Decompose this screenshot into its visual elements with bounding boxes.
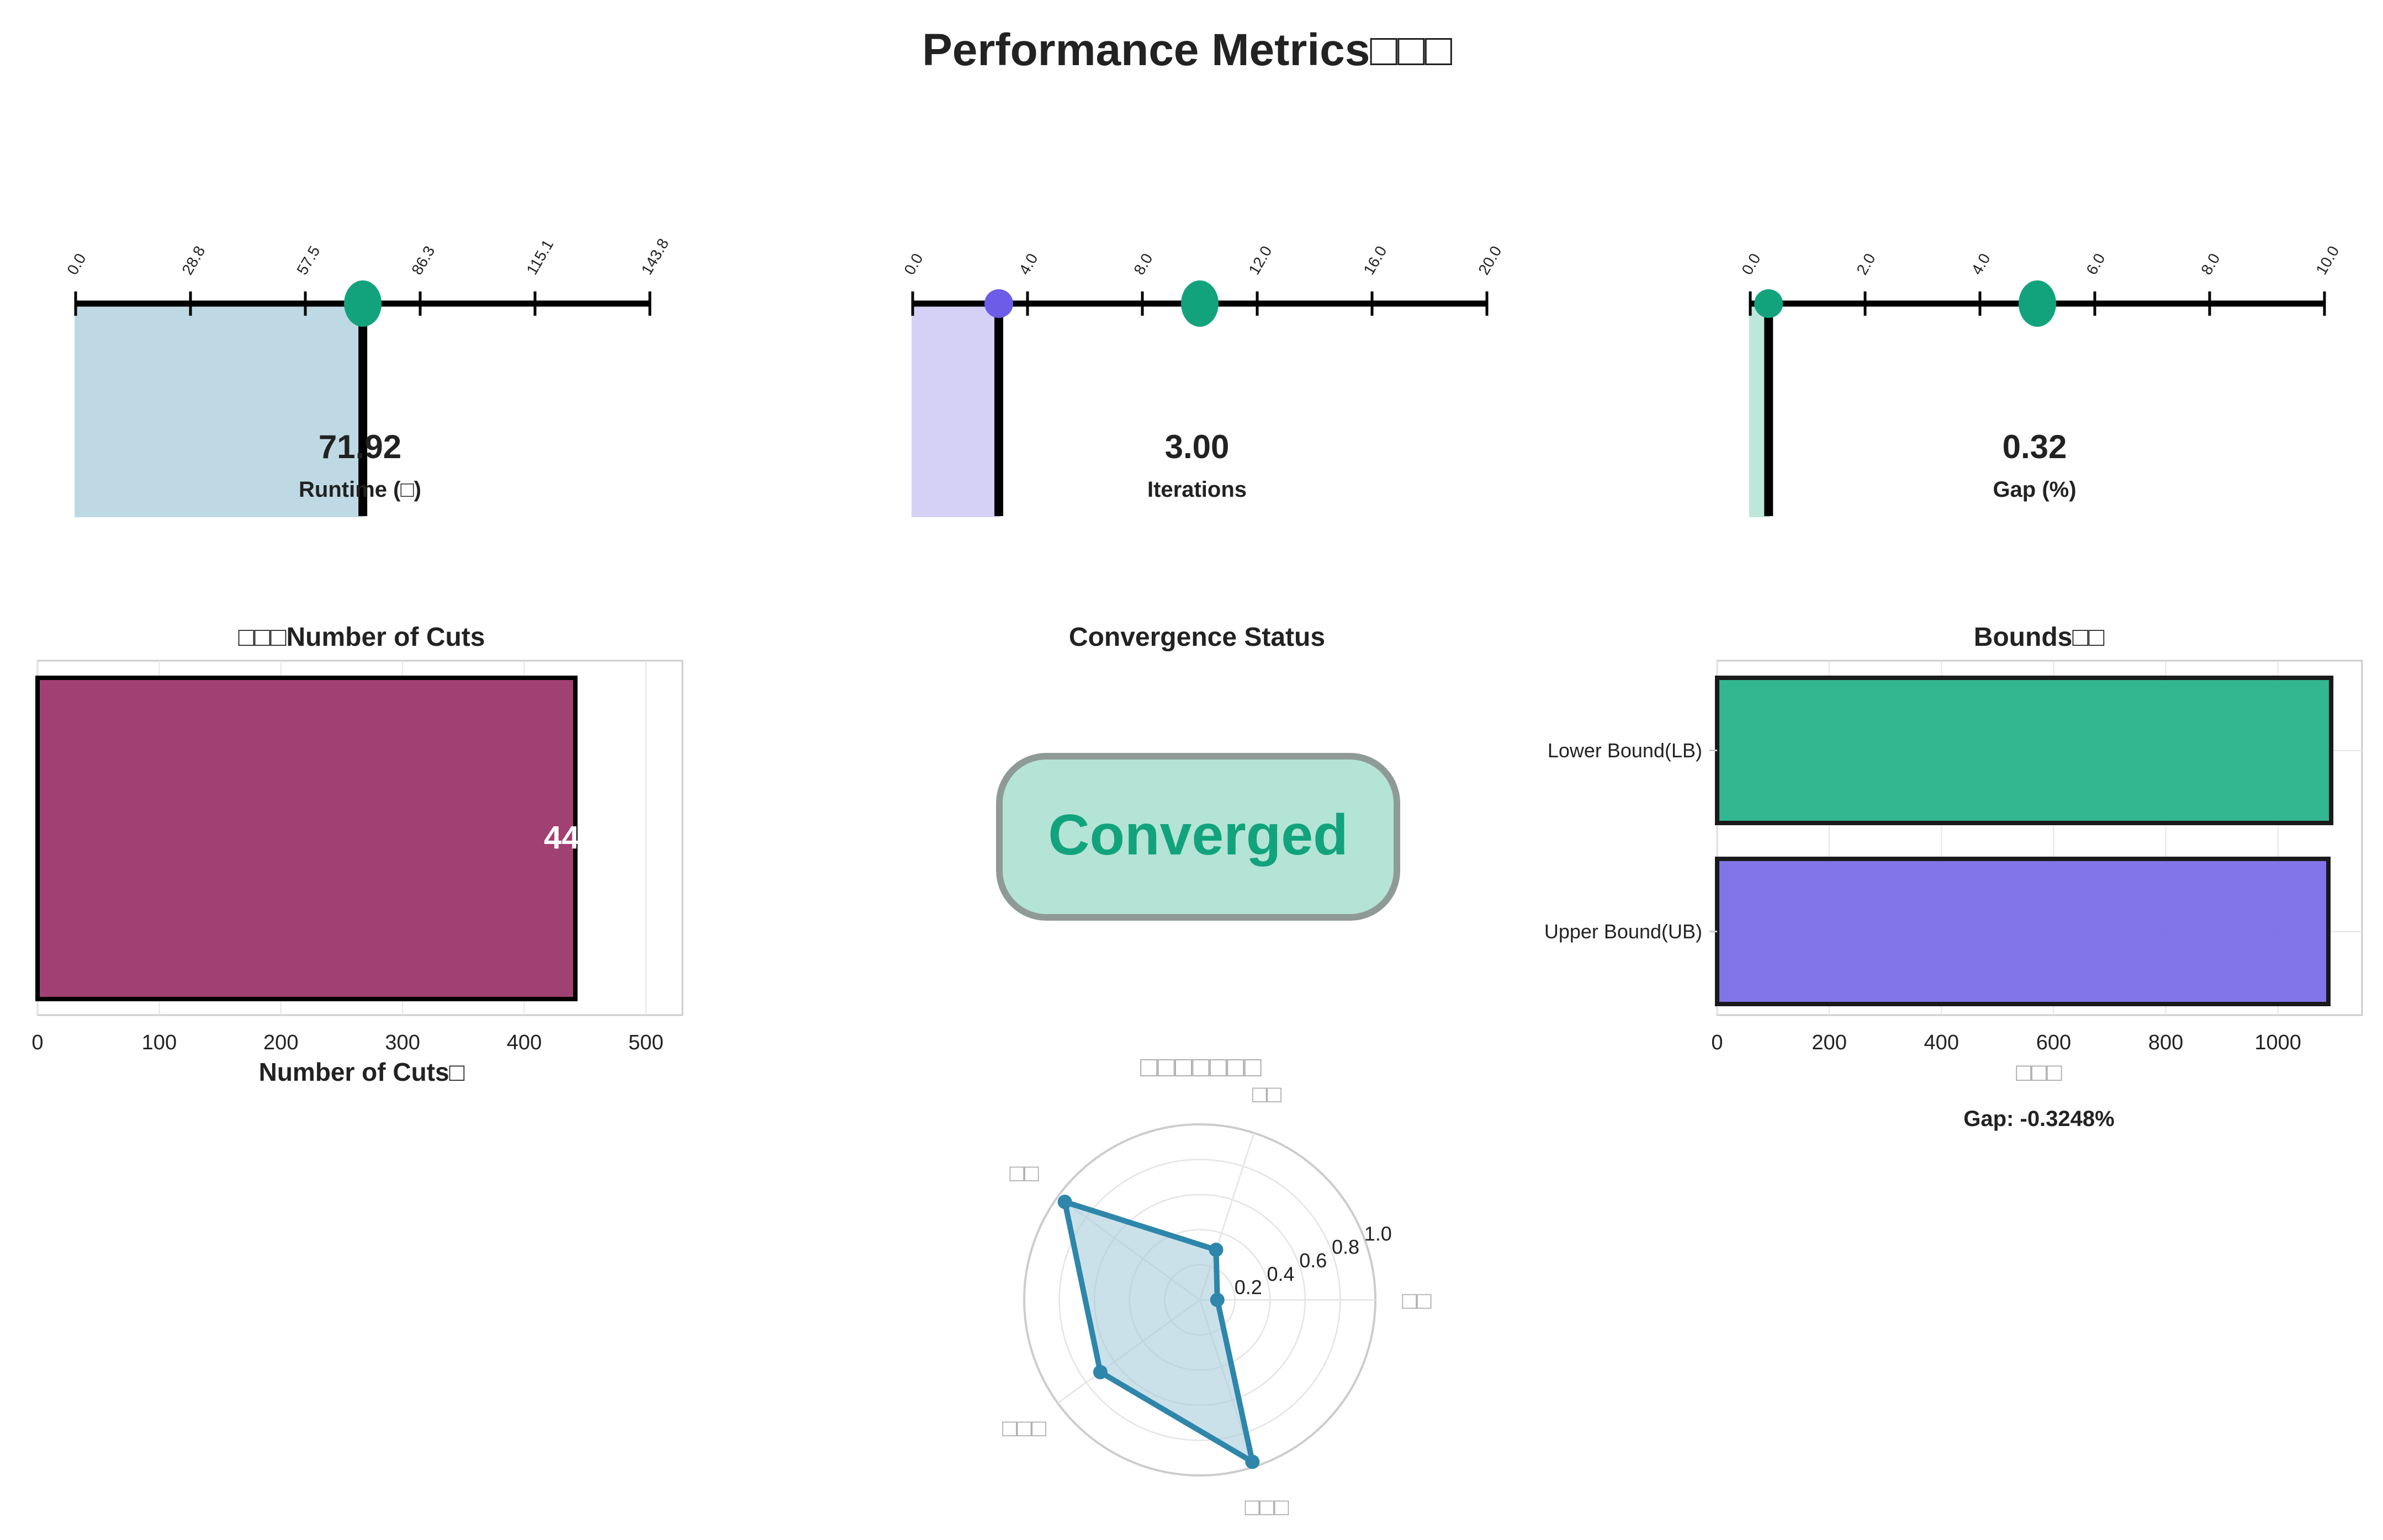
gauge-tick-label: 57.5 — [293, 243, 323, 278]
radar-area — [1065, 1202, 1253, 1462]
gauge-value-marker — [344, 280, 382, 327]
radar-category-label: □□□ — [1002, 1415, 1046, 1442]
iterations-value: 3.00 — [1165, 428, 1230, 465]
lower-bound-bar — [1715, 676, 2334, 825]
figure-title: Performance Metrics□□□ — [922, 25, 1452, 75]
radar-rtick-label: 0.4 — [1267, 1262, 1295, 1285]
gauge-tick-label: 10.0 — [2312, 243, 2342, 278]
convergence-status-panel: Convergence Status Converged — [996, 623, 1400, 921]
gauge-fill — [75, 302, 364, 517]
cuts-xtick-label: 100 — [142, 1031, 177, 1054]
bounds-title: Bounds□□ — [1974, 623, 2105, 652]
gauge-tick-label: 0.0 — [63, 251, 89, 278]
radar-category-label: □□ — [1009, 1160, 1039, 1187]
gauge-value-marker — [984, 289, 1013, 318]
cuts-xtick-label: 0 — [31, 1031, 43, 1054]
gauge-tick-label: 115.1 — [523, 237, 557, 278]
bounds-xtick-label: 1000 — [2254, 1031, 2301, 1054]
cuts-value-label: 44 — [544, 820, 580, 856]
bounds-chart: Bounds□□ 0 200 400 600 800 1000 Lower Bound(L… — [1544, 623, 2363, 1131]
gauge-tick-label: 8.0 — [1130, 251, 1156, 278]
cuts-title: □□□Number of Cuts — [239, 623, 485, 652]
gauge-target-marker — [1181, 280, 1219, 327]
gauge-tick-label: 16.0 — [1360, 243, 1390, 278]
gauge-tick-label: 143.8 — [638, 236, 672, 278]
bounds-xtick-label: 200 — [1812, 1031, 1846, 1054]
runtime-gauge: 0.0 28.8 57.5 86.3 115.1 143.8 71.92 Runtime … — [63, 236, 672, 517]
bounds-xtick-label: 400 — [1924, 1031, 1959, 1054]
radar-category-label: □□□ — [1245, 1494, 1289, 1521]
gauge-tick-label: 4.0 — [1968, 251, 1993, 278]
cuts-xlabel: Number of Cuts□ — [259, 1058, 465, 1086]
radar-title: □□□□□□□ — [1140, 1051, 1262, 1083]
bounds-xtick-label: 0 — [1711, 1031, 1723, 1054]
cuts-xtick-label: 400 — [507, 1031, 542, 1054]
gauge-fill — [912, 302, 1000, 517]
iterations-label: Iterations — [1147, 477, 1247, 502]
bounds-gap-annotation: Gap: -0.3248% — [1963, 1107, 2114, 1131]
status-badge — [996, 753, 1400, 921]
gap-label: Gap (%) — [1993, 477, 2076, 502]
gauge-target-marker — [2019, 280, 2056, 327]
bounds-xtick-label: 800 — [2148, 1031, 2183, 1054]
gauge-tick-label: 12.0 — [1245, 243, 1275, 278]
bounds-xlabel: □□□ — [2016, 1058, 2062, 1086]
radar-point — [1057, 1194, 1072, 1209]
gauge-value-marker — [1754, 289, 1783, 318]
runtime-label: Runtime (□) — [299, 477, 421, 502]
cuts-xtick-label: 200 — [263, 1031, 298, 1054]
gap-value: 0.32 — [2003, 428, 2067, 465]
cuts-chart: □□□Number of Cuts 0 100 200 300 400 500 44 Nu… — [31, 623, 684, 1086]
radar-point — [1093, 1364, 1108, 1379]
radar-rtick-label: 0.6 — [1299, 1249, 1327, 1272]
gauge-tick-label: 20.0 — [1475, 243, 1505, 278]
radar-rtick-label: 0.2 — [1235, 1276, 1262, 1299]
radar-category-label: □□ — [1402, 1287, 1432, 1314]
cuts-bar — [35, 676, 578, 1001]
gauge-tick-label: 6.0 — [2083, 251, 2108, 278]
gauge-tick-label: 28.8 — [178, 243, 208, 278]
radar-rtick-label: 1.0 — [1364, 1222, 1392, 1245]
radar-point — [1210, 1293, 1225, 1307]
convergence-title: Convergence Status — [1069, 623, 1325, 652]
gauge-tick-label: 8.0 — [2197, 251, 2223, 278]
radar-rtick-label: 0.8 — [1332, 1236, 1359, 1258]
gauge-tick-label: 0.0 — [901, 251, 926, 278]
gauge-tick-label: 0.0 — [1738, 251, 1764, 278]
gauge-tick-label: 2.0 — [1853, 251, 1878, 278]
radar-point — [1209, 1242, 1224, 1257]
bounds-label-ub: Upper Bound(UB) — [1544, 920, 1702, 943]
status-text: Converged — [1048, 803, 1348, 867]
gap-gauge: 0.0 2.0 4.0 6.0 8.0 10.0 0.32 Gap (%) — [1738, 243, 2342, 517]
upper-bound-bar — [1715, 857, 2331, 1006]
bounds-xtick-label: 600 — [2036, 1031, 2071, 1054]
gauge-tick-label: 86.3 — [408, 243, 438, 278]
radar-category-label: □□ — [1252, 1081, 1282, 1108]
radar-line — [1062, 1199, 1256, 1465]
cuts-xtick-label: 300 — [385, 1031, 420, 1054]
iterations-gauge: 0.0 4.0 8.0 12.0 16.0 20.0 3.00 Iterations — [901, 243, 1505, 517]
bounds-label-lb: Lower Bound(LB) — [1548, 739, 1702, 762]
radar-chart: □□□□□□□ 0.20.40.60.81.0□□□□□□□□□□□□ — [1002, 1051, 1432, 1521]
radar-point — [1245, 1454, 1260, 1469]
gauge-tick-label: 4.0 — [1015, 251, 1041, 278]
cuts-xtick-label: 500 — [628, 1031, 663, 1054]
runtime-value: 71.92 — [319, 428, 401, 465]
